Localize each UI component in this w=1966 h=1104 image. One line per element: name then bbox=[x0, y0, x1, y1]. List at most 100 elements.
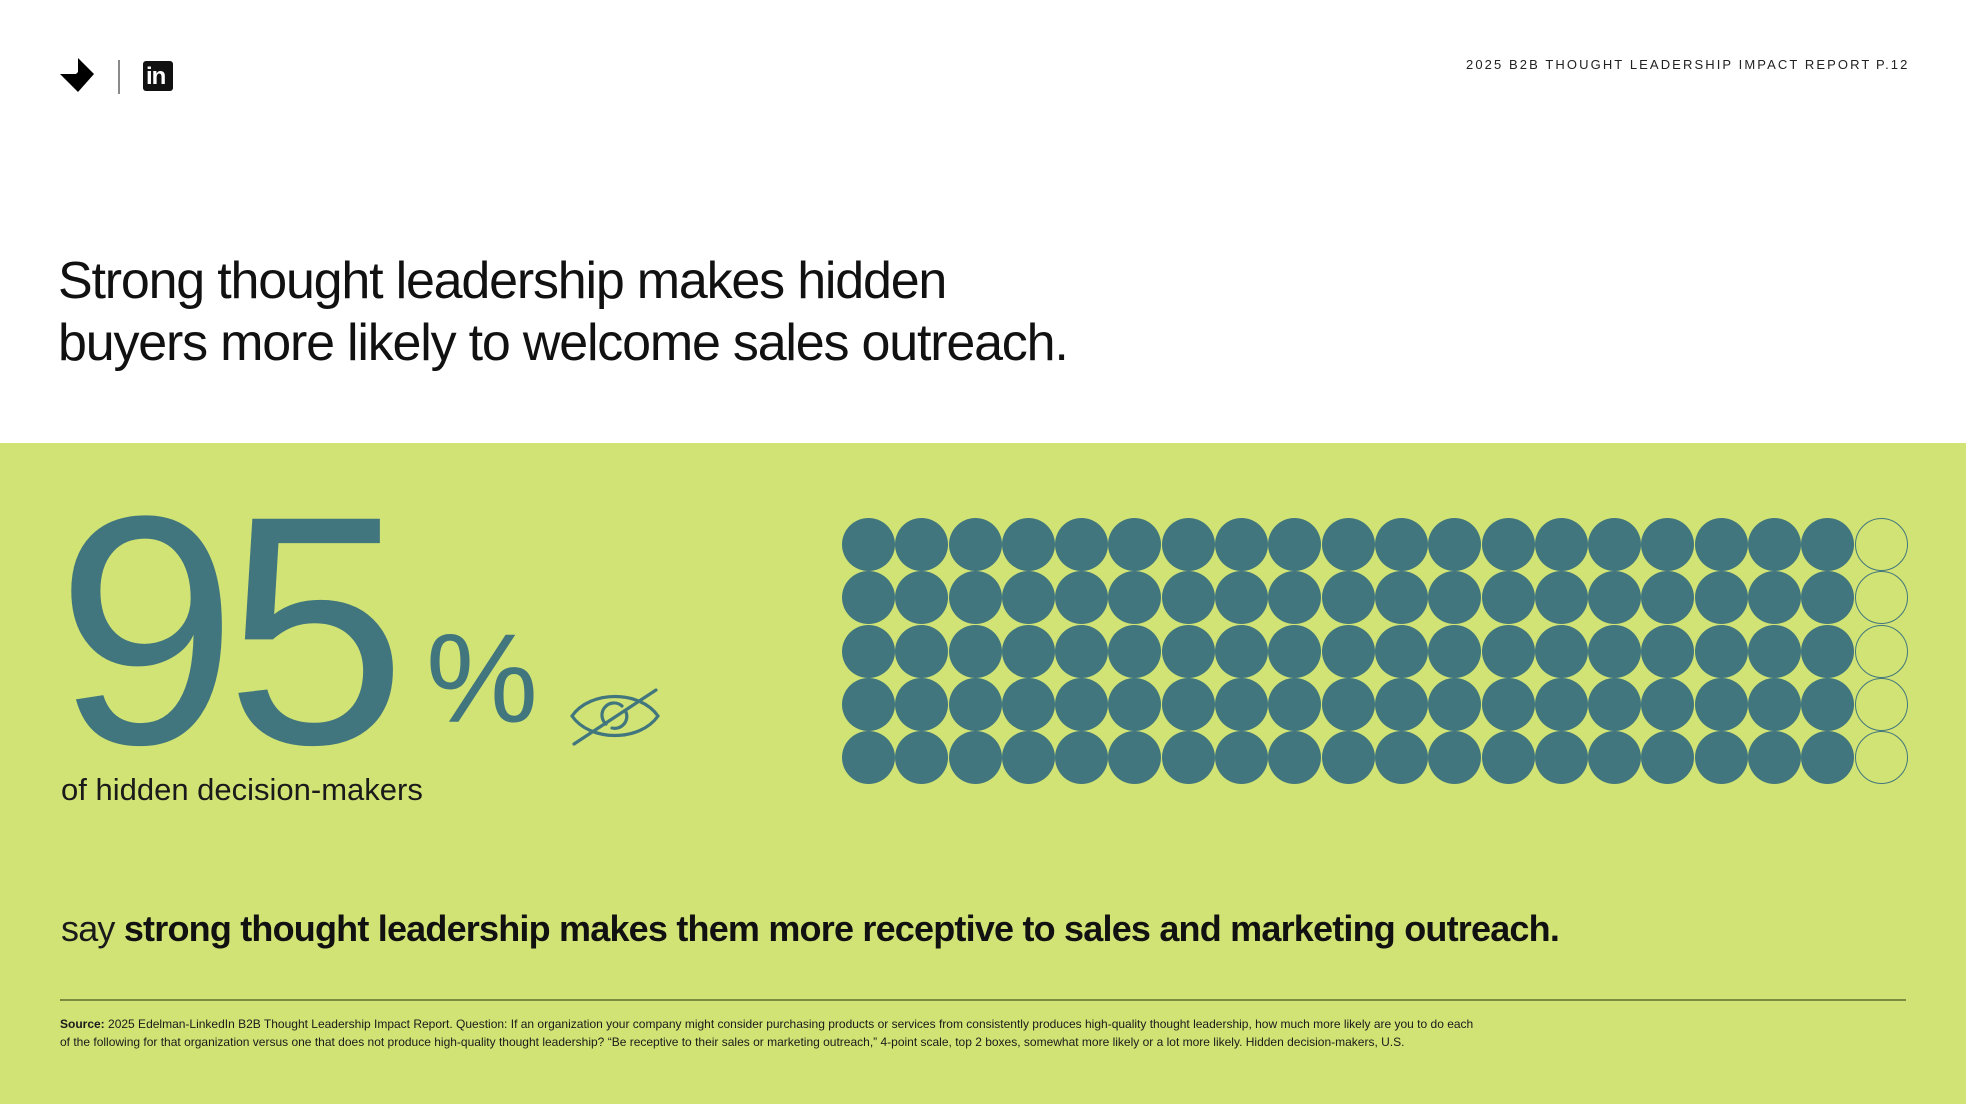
waffle-dot-filled bbox=[1641, 624, 1695, 678]
waffle-dot-filled bbox=[1374, 677, 1428, 731]
page-title-line-1: Strong thought leadership makes hidden bbox=[58, 252, 947, 310]
waffle-dot-filled bbox=[842, 624, 895, 678]
waffle-chart bbox=[842, 518, 1910, 786]
waffle-dot-filled bbox=[1481, 624, 1535, 678]
waffle-dot-filled bbox=[1321, 731, 1375, 785]
waffle-dot-filled bbox=[1108, 731, 1162, 785]
waffle-dot-filled bbox=[948, 518, 1002, 571]
waffle-dot-filled bbox=[1108, 571, 1162, 625]
linkedin-logo-text: in bbox=[146, 63, 166, 90]
waffle-dot-filled bbox=[1215, 518, 1269, 571]
page-title-line-2: buyers more likely to welcome sales outr… bbox=[58, 314, 1069, 372]
waffle-dot-filled bbox=[1001, 677, 1055, 731]
waffle-dot-filled bbox=[1108, 624, 1162, 678]
waffle-dot-filled bbox=[1641, 677, 1695, 731]
waffle-dot-filled bbox=[895, 571, 949, 625]
stat-unit: % bbox=[426, 608, 539, 749]
waffle-dot-filled bbox=[1801, 624, 1855, 678]
waffle-dot-filled bbox=[1374, 571, 1428, 625]
waffle-dot-filled bbox=[895, 518, 949, 571]
waffle-dot-filled bbox=[1801, 571, 1855, 625]
edelman-logo-icon bbox=[58, 58, 94, 94]
statement-bold: strong thought leadership makes them mor… bbox=[123, 908, 1560, 949]
waffle-dot-filled bbox=[1694, 731, 1748, 785]
waffle-dot-filled bbox=[1481, 731, 1535, 785]
waffle-dot-filled bbox=[1748, 571, 1802, 625]
waffle-dot-filled bbox=[1481, 518, 1535, 571]
statement-lead: say bbox=[61, 908, 115, 949]
waffle-dot-filled bbox=[842, 518, 895, 571]
waffle-dot-filled bbox=[1641, 518, 1695, 571]
waffle-dot-filled bbox=[1534, 731, 1588, 785]
waffle-dot-filled bbox=[948, 571, 1002, 625]
waffle-dot-filled bbox=[1641, 571, 1695, 625]
waffle-dot-filled bbox=[948, 624, 1002, 678]
waffle-dot-filled bbox=[1694, 677, 1748, 731]
waffle-dot-filled bbox=[1428, 731, 1482, 785]
waffle-dot-filled bbox=[895, 731, 949, 785]
waffle-dot-filled bbox=[1055, 624, 1109, 678]
waffle-dot-filled bbox=[1108, 518, 1162, 571]
waffle-dot-empty bbox=[1854, 571, 1908, 625]
page-title: Strong thought leadership makes hidden b… bbox=[58, 250, 1258, 374]
waffle-dot-filled bbox=[1748, 518, 1802, 571]
waffle-dot-filled bbox=[1161, 677, 1215, 731]
waffle-dot-filled bbox=[948, 731, 1002, 785]
waffle-dot-filled bbox=[1588, 518, 1642, 571]
waffle-dot-empty bbox=[1854, 518, 1908, 571]
waffle-dot-filled bbox=[1215, 571, 1269, 625]
waffle-dot-empty bbox=[1854, 677, 1908, 731]
source-footnote: Source: 2025 Edelman-LinkedIn B2B Though… bbox=[60, 1015, 1480, 1051]
waffle-dot-filled bbox=[1268, 571, 1322, 625]
waffle-dot-filled bbox=[1374, 518, 1428, 571]
stat-value: 95 bbox=[56, 449, 407, 813]
waffle-dot-filled bbox=[1055, 571, 1109, 625]
linkedin-logo-icon: in bbox=[143, 61, 173, 91]
waffle-dot-filled bbox=[1428, 677, 1482, 731]
waffle-dot-filled bbox=[1268, 518, 1322, 571]
waffle-dot-filled bbox=[1588, 731, 1642, 785]
waffle-dot-empty bbox=[1854, 624, 1908, 678]
waffle-dot-filled bbox=[1268, 731, 1322, 785]
report-title: 2025 B2B THOUGHT LEADERSHIP IMPACT REPOR… bbox=[1466, 57, 1872, 72]
waffle-dot-filled bbox=[1161, 518, 1215, 571]
page-number: P.12 bbox=[1876, 57, 1910, 72]
logo-divider bbox=[118, 60, 120, 94]
waffle-dot-filled bbox=[1481, 677, 1535, 731]
waffle-dot-filled bbox=[1268, 624, 1322, 678]
waffle-dot-filled bbox=[1215, 731, 1269, 785]
waffle-dot-filled bbox=[1694, 518, 1748, 571]
waffle-dot-filled bbox=[842, 571, 895, 625]
waffle-dot-filled bbox=[1161, 571, 1215, 625]
waffle-dot-filled bbox=[1055, 677, 1109, 731]
waffle-dot-filled bbox=[1588, 624, 1642, 678]
eye-slash-icon bbox=[566, 686, 664, 748]
waffle-dot-filled bbox=[1215, 624, 1269, 678]
waffle-dot-filled bbox=[1001, 571, 1055, 625]
waffle-dot-filled bbox=[1321, 571, 1375, 625]
waffle-dot-filled bbox=[1001, 624, 1055, 678]
waffle-dot-filled bbox=[1534, 624, 1588, 678]
waffle-dot-filled bbox=[1588, 677, 1642, 731]
waffle-dot-filled bbox=[842, 731, 895, 785]
waffle-dot-filled bbox=[1428, 518, 1482, 571]
source-label: Source: bbox=[60, 1017, 105, 1031]
waffle-dot-filled bbox=[1694, 624, 1748, 678]
waffle-dot-filled bbox=[1801, 518, 1855, 571]
waffle-dot-filled bbox=[1215, 677, 1269, 731]
waffle-dot-filled bbox=[1534, 571, 1588, 625]
waffle-dot-filled bbox=[1321, 624, 1375, 678]
waffle-dot-filled bbox=[1161, 731, 1215, 785]
waffle-dot-filled bbox=[1694, 571, 1748, 625]
waffle-dot-filled bbox=[1268, 677, 1322, 731]
waffle-dot-filled bbox=[1801, 677, 1855, 731]
waffle-dot-filled bbox=[1534, 518, 1588, 571]
stat-label: of hidden decision-makers bbox=[61, 772, 423, 807]
waffle-dot-empty bbox=[1854, 731, 1908, 785]
waffle-dot-filled bbox=[1801, 731, 1855, 785]
waffle-dot-filled bbox=[948, 677, 1002, 731]
waffle-dot-filled bbox=[1534, 677, 1588, 731]
waffle-dot-filled bbox=[1321, 518, 1375, 571]
source-text: 2025 Edelman-LinkedIn B2B Thought Leader… bbox=[60, 1017, 1474, 1049]
waffle-dot-filled bbox=[1748, 624, 1802, 678]
